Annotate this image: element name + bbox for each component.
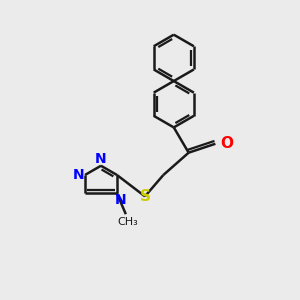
Text: S: S [140,190,150,205]
Text: CH₃: CH₃ [117,217,138,227]
Text: O: O [220,136,233,151]
Text: N: N [115,193,126,207]
Text: N: N [73,168,84,182]
Text: N: N [95,152,107,166]
